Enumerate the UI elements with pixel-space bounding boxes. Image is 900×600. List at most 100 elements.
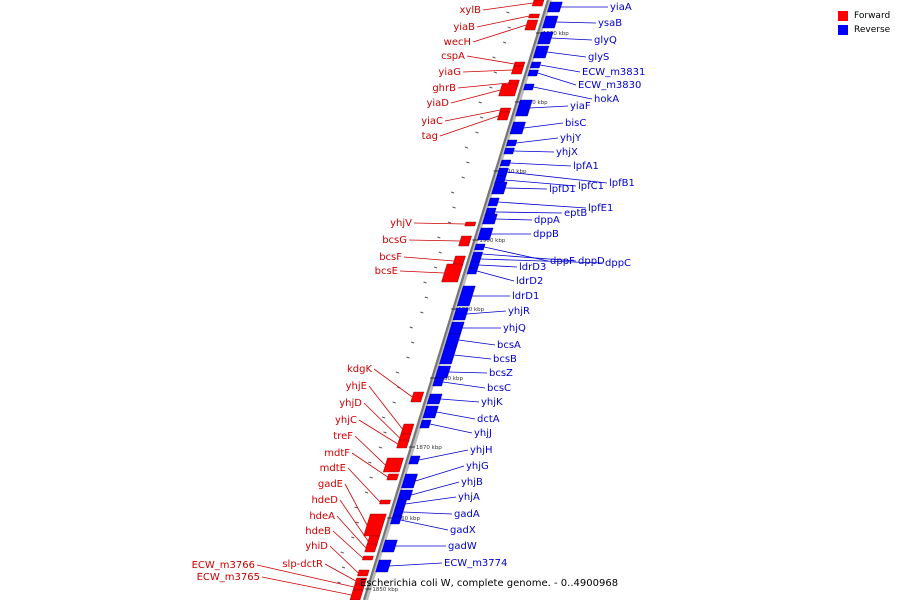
gene-glyq [537, 31, 554, 45]
guide-dash [351, 536, 355, 539]
label-gadx: gadX [450, 525, 476, 536]
forward-swatch [838, 11, 848, 21]
label-dppc: dppC [605, 258, 631, 269]
guide-dash [502, 41, 507, 44]
guide-dash [507, 26, 511, 29]
scale-label: 1880 kbp [437, 376, 463, 382]
leader-lpfa1 [509, 162, 572, 167]
gene-wech [524, 19, 539, 31]
gene-bcsb [439, 345, 458, 365]
leader-dppa [495, 218, 533, 221]
label-glyq: glyQ [594, 35, 617, 46]
label-hoka: hokA [594, 94, 619, 105]
gene-yhjy [505, 139, 518, 147]
legend-forward-label: Forward [854, 11, 891, 21]
label-mdtf: mdtF [324, 448, 350, 459]
gene-yiac [499, 107, 512, 113]
label-ecw-m3831: ECW_m3831 [582, 67, 645, 78]
guide-dash [392, 401, 396, 404]
leader-ecw-m3831 [539, 64, 581, 73]
gene-kdgk [410, 391, 425, 403]
scale-label: 1850 kbp [372, 587, 398, 593]
label-gada: gadA [454, 509, 480, 520]
gene-dppa [482, 213, 498, 225]
leader-bcse [399, 270, 445, 274]
leader-bcsb [454, 354, 492, 360]
label-glys: glyS [588, 52, 609, 63]
label-wech: wecH [444, 37, 471, 48]
label-yhja: yhjA [458, 492, 480, 503]
scale-label: 1860 kbp [394, 516, 420, 522]
guide-dash [475, 131, 479, 134]
leader-ldrd2 [476, 270, 515, 282]
label-tref: treF [333, 431, 353, 442]
gene-ecw-m3774 [375, 559, 392, 573]
gene-ecw-m3765 [349, 589, 364, 600]
leader-yiab [476, 15, 530, 28]
leader-eptb [494, 211, 563, 214]
guide-dash [479, 116, 484, 119]
guide-dash [438, 251, 442, 254]
label-tag: tag [422, 131, 438, 142]
label-lpfb1: lpfB1 [609, 178, 635, 189]
gene-yhid [357, 569, 370, 577]
label-gade: gadE [318, 479, 343, 490]
gene-ldrd2 [466, 267, 479, 275]
leader-yhjd [363, 402, 400, 439]
gene-hdea [364, 543, 378, 553]
gene-yiad [498, 83, 519, 97]
gene-dppf [474, 243, 486, 251]
gene-hdeb [361, 555, 374, 561]
label-yhjd: yhjD [339, 398, 362, 409]
leader-mdte [347, 467, 381, 503]
scale-label: 1910 kbp [501, 169, 527, 175]
gene-ldrd3 [468, 261, 480, 269]
guide-dash [461, 176, 465, 179]
label-bcsz: bcsZ [489, 368, 513, 379]
gene-dppc [470, 255, 482, 263]
guide-dash [464, 146, 469, 149]
gene-ysab [542, 15, 559, 29]
guide-dash [406, 356, 410, 359]
label-dppd: dppD [578, 256, 605, 267]
label-yiab: yiaB [453, 22, 475, 33]
leader-glyq [551, 37, 593, 41]
scale-label: 1900 kbp [479, 238, 505, 244]
gene-hoka [523, 83, 535, 91]
gene-yhjb [397, 489, 413, 501]
guide-dash [378, 446, 383, 449]
gene-dcta [422, 405, 439, 419]
leader-lpfe1 [498, 201, 587, 209]
gene-cspa [513, 61, 526, 67]
gene-dppb [477, 227, 494, 241]
leader-lpfd1 [505, 187, 548, 190]
guide-dash [433, 266, 438, 269]
gene-gadx [390, 515, 403, 525]
label-ldrd1: ldrD1 [512, 291, 539, 302]
label-dcta: dctA [477, 414, 500, 425]
label-bcsb: bcsB [493, 354, 517, 365]
leader-ldrd3 [478, 264, 518, 268]
guide-dash [478, 101, 482, 104]
label-gadw: gadW [448, 541, 477, 552]
label-hdea: hdeA [309, 511, 335, 522]
gene-bcsz [434, 365, 452, 379]
leader-yhjk [440, 398, 480, 403]
leader-yiaf [529, 105, 569, 109]
label-lpfd1: lpfD1 [549, 184, 576, 195]
label-yiag: yiaG [438, 67, 461, 78]
gene-tag [496, 111, 510, 121]
leader-hded [339, 499, 369, 542]
label-lpfe1: lpfE1 [588, 203, 613, 214]
label-lpfa1: lpfA1 [573, 161, 599, 172]
guide-dash [340, 551, 344, 554]
label-ghrb: ghrB [432, 83, 456, 94]
axis-shadow [364, 0, 552, 600]
guide-dash [437, 236, 441, 239]
leader-bcsa [458, 339, 496, 346]
legend-reverse: Reverse [838, 23, 890, 37]
guide-dash [355, 521, 360, 524]
gene-lpfa1 [499, 159, 512, 167]
label-kdgk: kdgK [347, 364, 372, 375]
label-bcse: bcsE [375, 266, 398, 277]
